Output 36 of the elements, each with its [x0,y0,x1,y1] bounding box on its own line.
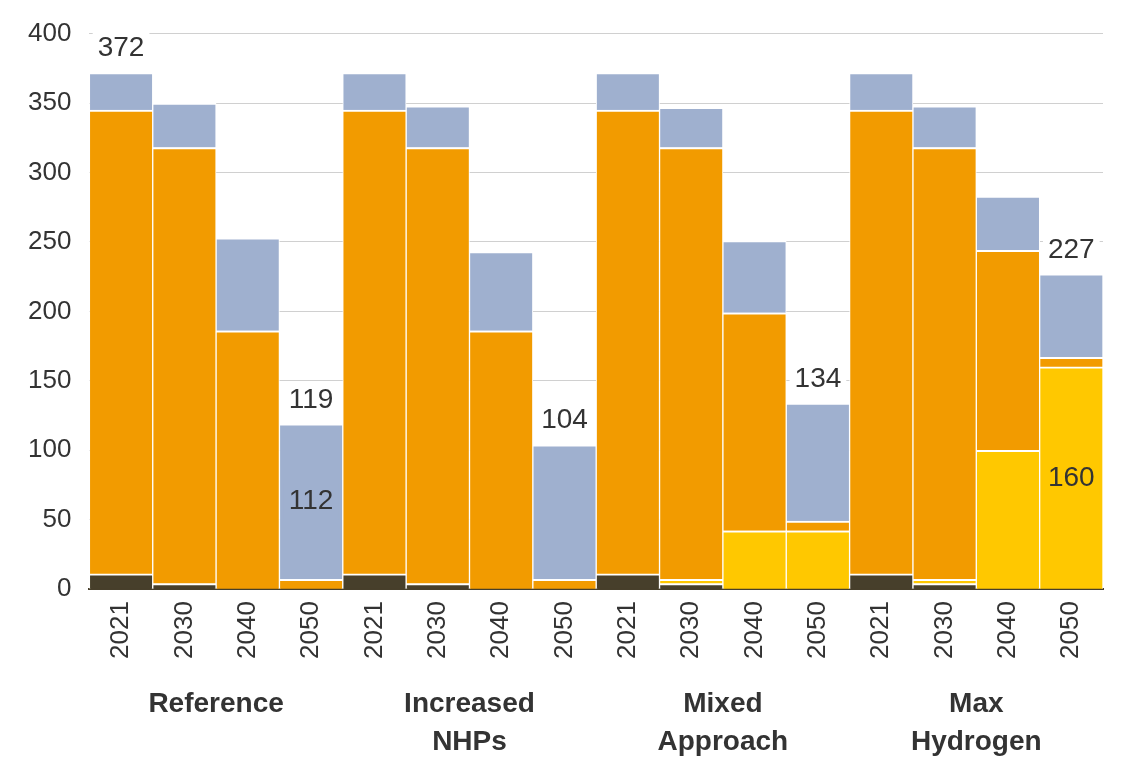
x-tick-label: 2050 [294,601,325,659]
y-tick-label: 0 [56,572,72,603]
x-tick-label: 2050 [1054,601,1085,659]
y-tick-label: 50 [42,502,72,533]
total-label: 104 [541,403,588,435]
x-tick-label: 2030 [927,601,958,659]
total-label: 119 [288,382,334,414]
text: Reference [148,686,284,718]
x-tick-label: 2021 [104,601,135,659]
x-tick-label: 2040 [230,601,261,659]
total-label: 227 [1047,232,1095,264]
y-tick-label: 200 [27,294,72,325]
x-tick-label: 2050 [801,601,832,659]
x-tick-label: 2040 [737,601,768,659]
text: Mixed Approach [657,686,789,756]
total-label: 134 [794,361,842,393]
y-tick-label: 300 [27,155,72,186]
total-label: 372 [97,31,145,63]
x-tick-label: 2021 [864,601,895,659]
y-tick-label: 400 [27,16,72,47]
y-tick-label: 350 [27,86,72,117]
x-tick-label: 2050 [547,601,578,659]
text: Max Hydrogen [910,686,1042,756]
x-tick-label: 2021 [611,601,642,659]
x-tick-label: 2030 [674,601,705,659]
data-label: 112 [288,484,334,516]
data-label: 160 [1047,460,1095,492]
text: Increased NHPs [404,686,535,756]
y-tick-label: 250 [27,225,72,256]
x-tick-label: 2021 [357,601,388,659]
x-tick-label: 2040 [991,601,1022,659]
x-tick-label: 2030 [167,601,198,659]
x-tick-label: 2030 [420,601,451,659]
x-tick-label: 2040 [484,601,515,659]
y-tick-label: 100 [27,433,72,464]
y-tick-label: 150 [27,364,72,394]
